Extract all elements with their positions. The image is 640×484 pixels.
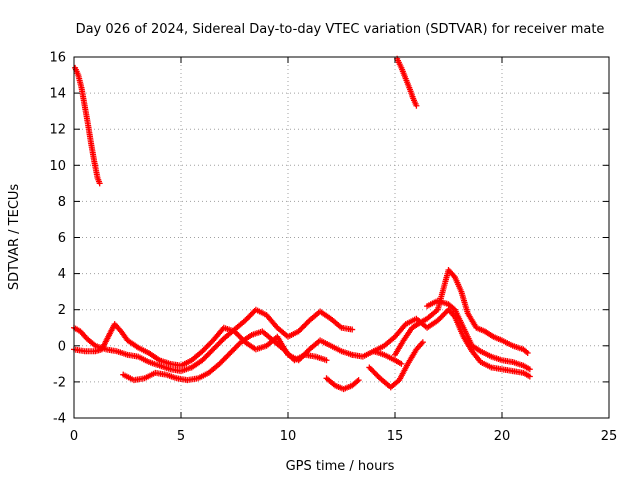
data-point xyxy=(354,378,361,385)
y-tick-label: 10 xyxy=(49,159,66,174)
chart-title: Day 026 of 2024, Sidereal Day-to-day VTE… xyxy=(76,22,605,37)
data-marks xyxy=(71,55,533,393)
x-tick-label: 5 xyxy=(177,429,185,444)
data-point xyxy=(398,360,405,367)
data-point xyxy=(413,102,420,109)
y-tick-label: 14 xyxy=(49,87,66,102)
x-tick-label: 20 xyxy=(494,429,511,444)
x-tick-label: 10 xyxy=(280,429,297,444)
y-tick-label: 8 xyxy=(58,195,66,210)
x-tick-label: 15 xyxy=(387,429,404,444)
tick-marks xyxy=(73,56,610,419)
data-point xyxy=(349,326,356,333)
data-point xyxy=(323,357,330,364)
x-tick-labels: 0 5 10 15 20 25 xyxy=(70,429,617,444)
x-tick-label: 0 xyxy=(70,429,78,444)
y-tick-label: 12 xyxy=(49,123,66,138)
y-tick-label: -2 xyxy=(53,375,66,390)
data-point xyxy=(96,180,103,187)
data-point xyxy=(355,377,362,384)
x-axis-label: GPS time / hours xyxy=(286,459,395,474)
y-tick-label: 0 xyxy=(58,339,66,354)
y-tick-label: 2 xyxy=(58,303,66,318)
y-tick-label: 6 xyxy=(58,231,66,246)
y-tick-labels: -4 -2 0 2 4 6 8 10 12 14 16 xyxy=(49,51,66,427)
data-point xyxy=(419,339,426,346)
data-point xyxy=(524,350,531,357)
data-point xyxy=(526,373,533,380)
data-point xyxy=(526,366,533,373)
y-axis-label: SDTVAR / TECUs xyxy=(7,184,22,291)
y-tick-label: -4 xyxy=(53,412,66,427)
y-tick-label: 4 xyxy=(58,267,66,282)
y-tick-label: 16 xyxy=(49,51,66,66)
x-tick-label: 25 xyxy=(601,429,618,444)
